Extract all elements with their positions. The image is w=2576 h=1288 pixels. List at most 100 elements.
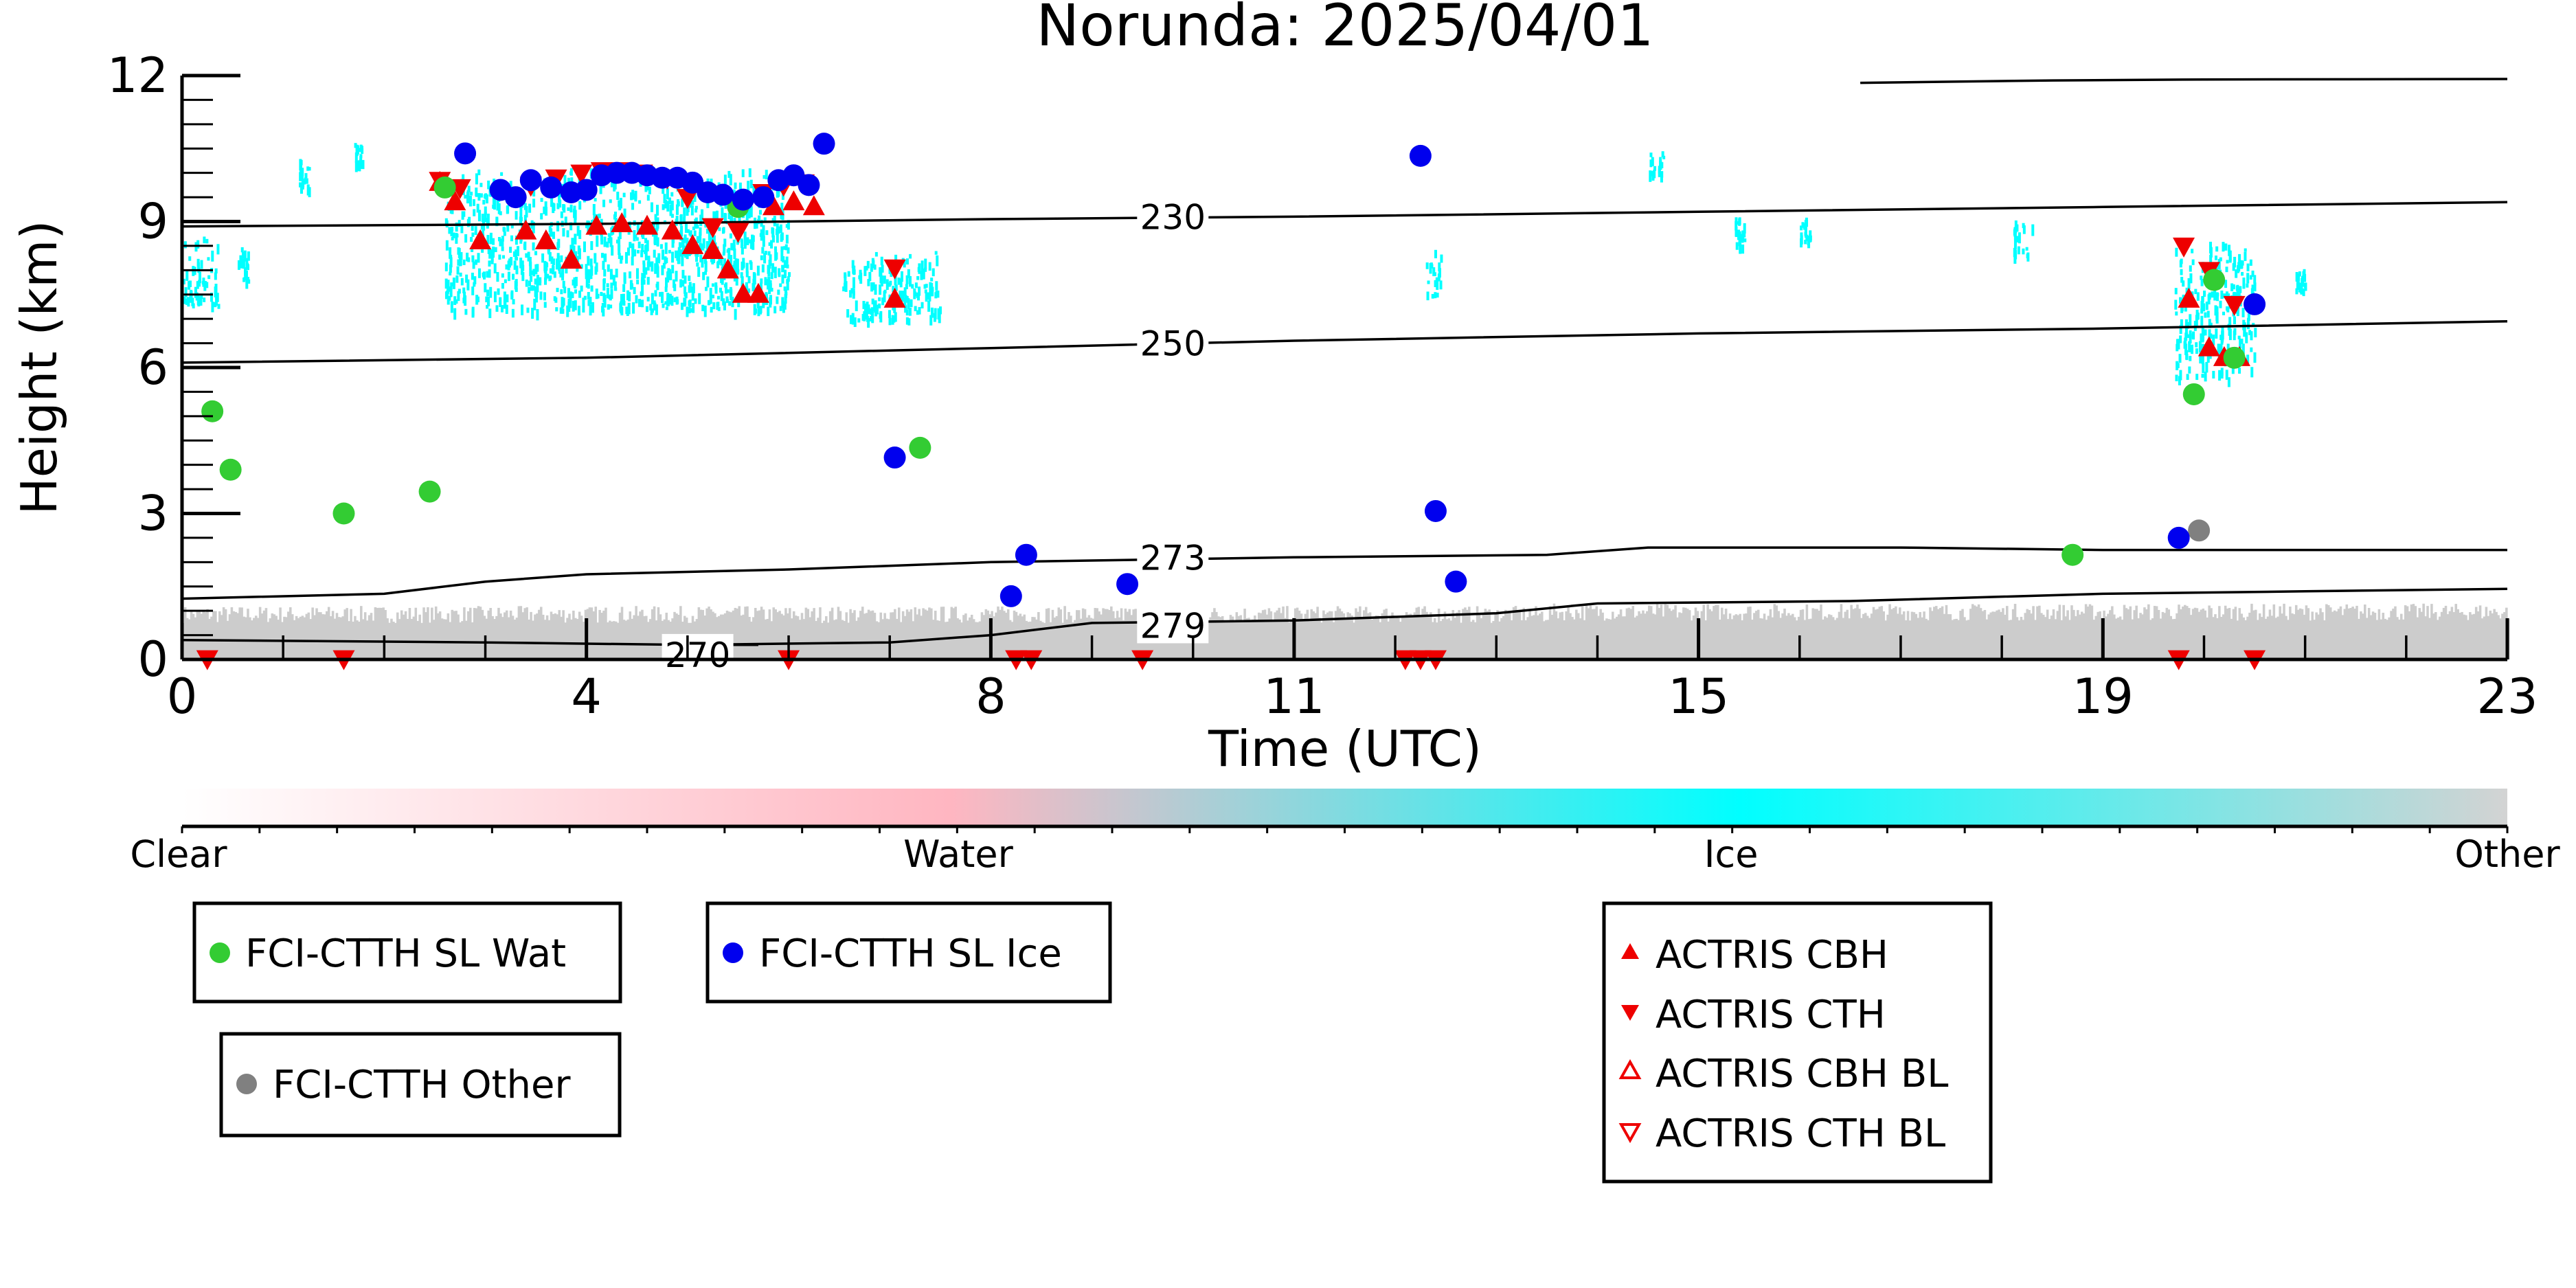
colorbar-label-water: Water [903,833,1013,876]
cloud-pixel [608,294,611,300]
ground-column [1662,616,1665,659]
ground-column [2292,614,2296,659]
ground-column [2011,609,2015,659]
cloud-pixel [786,280,789,291]
cloud-pixel [2240,338,2244,344]
ground-column [1537,615,1539,659]
actris-cth-point [2223,295,2246,316]
ground-column [2212,617,2215,659]
cloud-pixel [2204,329,2207,336]
ground-column [185,618,189,659]
cloud-pixel [503,231,506,236]
ground-column [1597,615,1600,659]
cloud-pixel [465,274,468,283]
ground-column [2082,613,2086,659]
cloud-pixel [724,213,727,223]
cloud-pixel [904,305,907,313]
cloud-pixel [2186,374,2189,380]
ground-column [1623,616,1627,659]
cloud-pixel [741,169,745,177]
cloud-pixel [594,253,597,264]
ground-column [317,612,320,659]
ground-column [1490,622,1493,659]
cloud-pixel [189,293,192,303]
ground-column [1310,609,1313,659]
cloud-pixel [1649,159,1653,168]
cloud-pixel [704,261,708,272]
ground-column [2436,620,2439,659]
cloud-pixel [1436,293,1439,298]
ground-column [1890,609,1893,659]
y-tick-label: 6 [137,339,168,396]
cloud-pixel [656,264,659,269]
cloud-pixel [762,225,765,237]
ground-column [578,611,581,659]
ground-column [875,621,879,659]
ground-column [865,613,868,659]
ground-column [1575,609,1578,659]
cloud-pixel [2018,232,2021,244]
cloud-pixel [710,306,713,313]
cloud-pixel [734,182,737,190]
colorbar: Clear Water Ice Other [130,789,2560,876]
ground-column [1668,608,1671,659]
cloud-pixel [471,255,475,262]
ground-column [1019,613,1022,659]
ground-column [1037,612,1040,659]
ground-column [1106,609,1109,659]
cloud-pixel [780,203,784,210]
ground-column [519,606,523,659]
ground-column [1941,606,1944,659]
ground-column [1715,605,1717,659]
cloud-pixel [493,291,497,302]
ground-column [2052,609,2055,659]
legend-marker-cth [1621,1005,1639,1021]
ground-column [2191,609,2195,659]
ground-column [1684,607,1687,659]
cloud-pixel [490,253,494,262]
ground-column [1779,618,1782,659]
ground-column [319,612,322,659]
ground-column [2032,606,2035,659]
ground-column [1328,611,1331,659]
ground-column [967,620,969,659]
ground-column [1518,610,1522,659]
cloud-pixel [577,245,580,255]
cloud-pixel [703,256,707,264]
ground-column [2478,605,2482,659]
ground-column [853,610,856,659]
ground-column [568,613,571,659]
ground-column [1605,618,1608,659]
cloud-pixel [681,269,685,279]
cloud-pixel [863,311,866,321]
cloud-pixel [743,231,747,240]
cloud-pixel [2233,316,2236,324]
ground-column [368,615,371,659]
ground-column [2038,605,2041,659]
ground-column [1563,620,1566,659]
cloud-pixel [2179,370,2182,381]
fci-ctth-sl-wat-point [2203,269,2226,291]
cloud-pixel [2180,277,2184,283]
cloud-pixel [2228,245,2231,252]
ground-column [1514,606,1517,659]
ground-column [1055,615,1059,659]
ground-column [468,607,472,659]
cloud-pixel [2201,328,2204,339]
cloud-pixel [702,271,705,280]
ground-column [2337,609,2340,659]
ground-column [1666,605,1669,659]
ground-column [1217,616,1220,659]
cloud-pixel [623,208,626,218]
cloud-pixel [920,273,923,280]
cloud-pixel [452,278,455,289]
cloud-pixel [686,252,689,260]
cloud-pixel [726,249,730,253]
ground-column [1280,613,1283,659]
ground-column [183,607,187,659]
ground-column [2339,606,2342,659]
cloud-pixel [217,304,221,309]
ground-column [969,617,971,659]
cloud-pixel [198,280,201,287]
ground-column [958,619,961,659]
